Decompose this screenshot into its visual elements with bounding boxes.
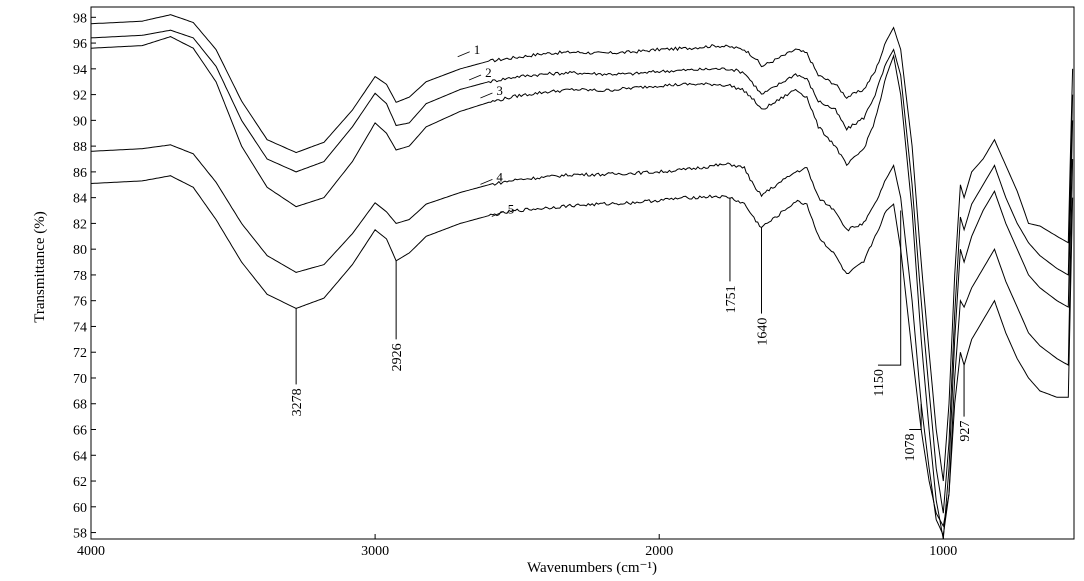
- series-label-1: 1: [474, 42, 481, 57]
- plot-frame: [90, 6, 1075, 540]
- y-tick-label: 58: [73, 527, 87, 542]
- peak-label-1150: 1150: [872, 369, 887, 396]
- y-tick-label: 92: [73, 89, 87, 104]
- series-line-2: [90, 29, 1074, 514]
- y-tick-label: 62: [73, 475, 87, 490]
- series-label-leader: [491, 211, 504, 217]
- series-label-leader: [480, 178, 493, 185]
- peak-annotations: 3278 2926 1751 1640 1150 1078 927: [290, 197, 973, 462]
- series-label-leader: [468, 74, 482, 81]
- x-axis: 4000 3000 2000 1000: [77, 534, 957, 559]
- peak-label-3278: 3278: [290, 388, 305, 416]
- y-tick-label: 76: [73, 295, 87, 310]
- x-tick-label: 1000: [929, 544, 957, 559]
- y-axis: 58 60 62 64 66 68 70 72 74 76 78 80 82 84 86 88 90 92 94 96…: [73, 11, 96, 542]
- peak-label-927: 927: [958, 421, 973, 442]
- series-label-2: 2: [485, 65, 492, 80]
- series-label-leader: [457, 51, 470, 58]
- y-tick-label: 98: [73, 11, 87, 26]
- y-tick-label: 84: [73, 192, 87, 207]
- series-label-4: 4: [496, 169, 503, 184]
- series-line-5: [90, 175, 1074, 528]
- y-tick-label: 78: [73, 269, 87, 284]
- y-tick-label: 60: [73, 501, 87, 516]
- y-tick-label: 86: [73, 166, 87, 181]
- peak-label-1751: 1751: [724, 285, 739, 313]
- y-tick-label: 70: [73, 372, 87, 387]
- y-axis-title: Transmittance (%): [32, 211, 48, 323]
- spectra: [90, 14, 1074, 540]
- y-tick-label: 82: [73, 217, 87, 232]
- y-tick-label: 64: [73, 449, 87, 464]
- series-labels: 123 4 5: [457, 42, 514, 217]
- y-tick-label: 90: [73, 114, 87, 129]
- x-tick-label: 2000: [645, 544, 673, 559]
- series-line-4: [90, 144, 1074, 537]
- x-tick-label: 4000: [77, 544, 105, 559]
- series-label-5: 5: [508, 202, 514, 217]
- y-tick-label: 96: [73, 37, 87, 52]
- peak-leader-1150: [877, 210, 902, 366]
- y-tick-label: 72: [73, 346, 87, 361]
- peak-label-2926: 2926: [390, 343, 405, 371]
- y-tick-label: 74: [73, 320, 87, 335]
- series-label-3: 3: [496, 83, 503, 98]
- y-tick-label: 88: [73, 140, 87, 155]
- series-line-1: [90, 14, 1074, 482]
- series-line-3: [90, 36, 1074, 540]
- y-tick-label: 94: [73, 63, 87, 78]
- y-tick-label: 68: [73, 398, 87, 413]
- x-axis-title: Wavenumbers (cm⁻¹): [527, 560, 657, 576]
- y-tick-label: 80: [73, 243, 87, 258]
- peak-label-1640: 1640: [755, 318, 770, 346]
- peak-label-1078: 1078: [903, 434, 918, 462]
- y-tick-label: 66: [73, 424, 87, 439]
- series-label-leader: [480, 92, 493, 99]
- peak-leader-1078: [909, 403, 922, 431]
- x-tick-label: 3000: [361, 544, 389, 559]
